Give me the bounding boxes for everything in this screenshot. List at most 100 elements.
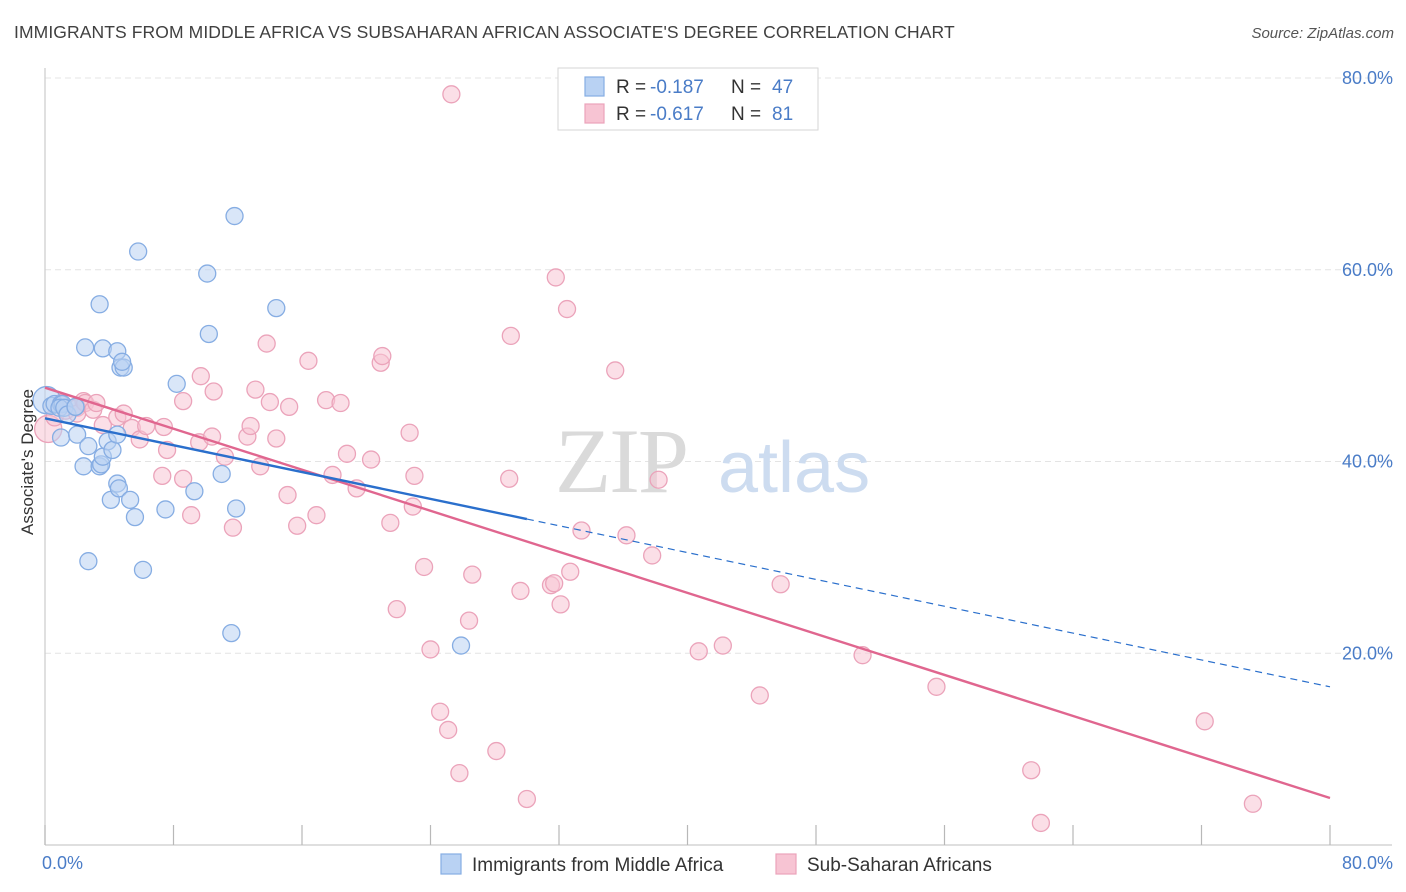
y-tick-label: 40.0% bbox=[1342, 452, 1393, 472]
pink-point bbox=[517, 789, 537, 809]
legend-n-value: 81 bbox=[772, 104, 793, 125]
x-tick-label-max: 80.0% bbox=[1342, 853, 1393, 873]
blue-point bbox=[222, 623, 241, 643]
legend-item-middle-africa[interactable]: Immigrants from Middle Africa bbox=[440, 853, 724, 876]
y-tick-label: 60.0% bbox=[1342, 260, 1393, 280]
pink-point bbox=[173, 391, 193, 411]
tick-labels: 20.0% 40.0% 60.0% 80.0% 0.0% 80.0% Associate's… bbox=[18, 68, 1393, 873]
legend-r-label: R = bbox=[616, 104, 646, 125]
blue-point bbox=[451, 636, 471, 655]
legend-r-value: -0.187 bbox=[650, 77, 704, 98]
blue-point bbox=[79, 552, 98, 571]
pink-point bbox=[771, 575, 790, 594]
blue-point bbox=[226, 499, 246, 518]
trend-lines bbox=[44, 386, 1331, 800]
axes bbox=[44, 68, 1392, 846]
pink-point bbox=[430, 702, 450, 721]
legend-swatch bbox=[440, 853, 462, 875]
pink-point bbox=[191, 367, 210, 386]
pink-point bbox=[545, 574, 564, 593]
blue-point bbox=[112, 352, 132, 371]
pink-point bbox=[182, 506, 201, 525]
pink-point bbox=[1243, 794, 1263, 813]
blue-point bbox=[103, 440, 122, 460]
pink-point bbox=[649, 470, 668, 489]
blue-point bbox=[198, 264, 217, 283]
blue-point bbox=[267, 298, 286, 318]
pink-point bbox=[463, 565, 482, 584]
legend-r-value: -0.617 bbox=[650, 104, 704, 125]
blue-point bbox=[156, 500, 175, 519]
pink-point bbox=[307, 506, 326, 525]
pink-point bbox=[1022, 761, 1041, 780]
pink-point bbox=[487, 741, 506, 761]
pink-point bbox=[459, 611, 479, 630]
blue-point bbox=[66, 397, 85, 417]
y-axis-label: Associate's Degree bbox=[18, 389, 37, 535]
pink-point bbox=[387, 599, 406, 619]
pink-point bbox=[643, 546, 662, 565]
pink-point bbox=[561, 562, 580, 581]
pink-point bbox=[251, 457, 270, 476]
gridlines bbox=[45, 77, 1392, 654]
pink-point bbox=[546, 268, 565, 287]
stats-legend: R = -0.187 N = 47 R = -0.617 N = 81 bbox=[557, 67, 819, 131]
chart-title: IMMIGRANTS FROM MIDDLE AFRICA VS SUBSAHA… bbox=[14, 22, 955, 42]
pink-point bbox=[713, 636, 732, 655]
watermark-zip: ZIP bbox=[555, 410, 687, 512]
pink-point bbox=[442, 85, 461, 104]
pink-point bbox=[414, 557, 434, 577]
source-note: Source: ZipAtlas.com bbox=[1251, 25, 1394, 42]
trend-line-sub-saharan bbox=[44, 386, 1331, 800]
pink-point bbox=[257, 334, 276, 353]
blue-point bbox=[74, 457, 93, 476]
legend-label: Immigrants from Middle Africa bbox=[472, 855, 724, 876]
blue-point bbox=[125, 507, 145, 527]
pink-point bbox=[1031, 813, 1051, 833]
pink-point bbox=[500, 469, 519, 488]
legend-item-sub-saharan[interactable]: Sub-Saharan Africans bbox=[775, 853, 992, 876]
pink-point bbox=[299, 351, 318, 370]
pink-point bbox=[337, 444, 357, 463]
pink-point bbox=[439, 720, 458, 740]
blue-point bbox=[120, 490, 140, 510]
blue-point bbox=[167, 374, 186, 393]
blue-point bbox=[79, 437, 98, 456]
legend-r-label: R = bbox=[616, 77, 646, 98]
pink-point bbox=[450, 763, 469, 783]
pink-point bbox=[361, 450, 381, 469]
watermark: ZIP atlas bbox=[555, 410, 870, 512]
y-tick-label: 20.0% bbox=[1342, 643, 1393, 663]
pink-point bbox=[606, 361, 625, 380]
pink-point bbox=[331, 393, 350, 413]
legend-n-label: N = bbox=[731, 77, 761, 98]
blue-point bbox=[133, 560, 153, 579]
pink-point bbox=[572, 521, 591, 540]
pink-point bbox=[173, 469, 193, 488]
pink-point bbox=[557, 299, 577, 319]
pink-point bbox=[373, 346, 392, 366]
pink-point bbox=[288, 516, 307, 535]
pink-point bbox=[267, 429, 286, 448]
y-tick-label: 80.0% bbox=[1342, 68, 1393, 88]
pink-point bbox=[223, 518, 243, 537]
blue-point bbox=[109, 479, 129, 498]
pink-point bbox=[421, 640, 440, 659]
pink-point bbox=[400, 423, 419, 442]
blue-point bbox=[212, 464, 231, 484]
blue-point bbox=[129, 242, 148, 261]
pink-point bbox=[511, 581, 530, 601]
legend-swatch-pink bbox=[584, 103, 605, 124]
series-legend[interactable]: Immigrants from Middle Africa Sub-Saharan… bbox=[440, 853, 992, 876]
blue-point bbox=[199, 324, 218, 344]
blue-point bbox=[51, 428, 71, 447]
x-tick-label-min: 0.0% bbox=[42, 853, 83, 873]
pink-point bbox=[260, 392, 280, 412]
blue-point bbox=[225, 206, 244, 226]
legend-swatch-blue bbox=[584, 76, 605, 97]
pink-point bbox=[1195, 712, 1214, 731]
pink-point bbox=[403, 497, 422, 516]
watermark-atlas: atlas bbox=[718, 428, 870, 508]
pink-point bbox=[617, 526, 636, 545]
